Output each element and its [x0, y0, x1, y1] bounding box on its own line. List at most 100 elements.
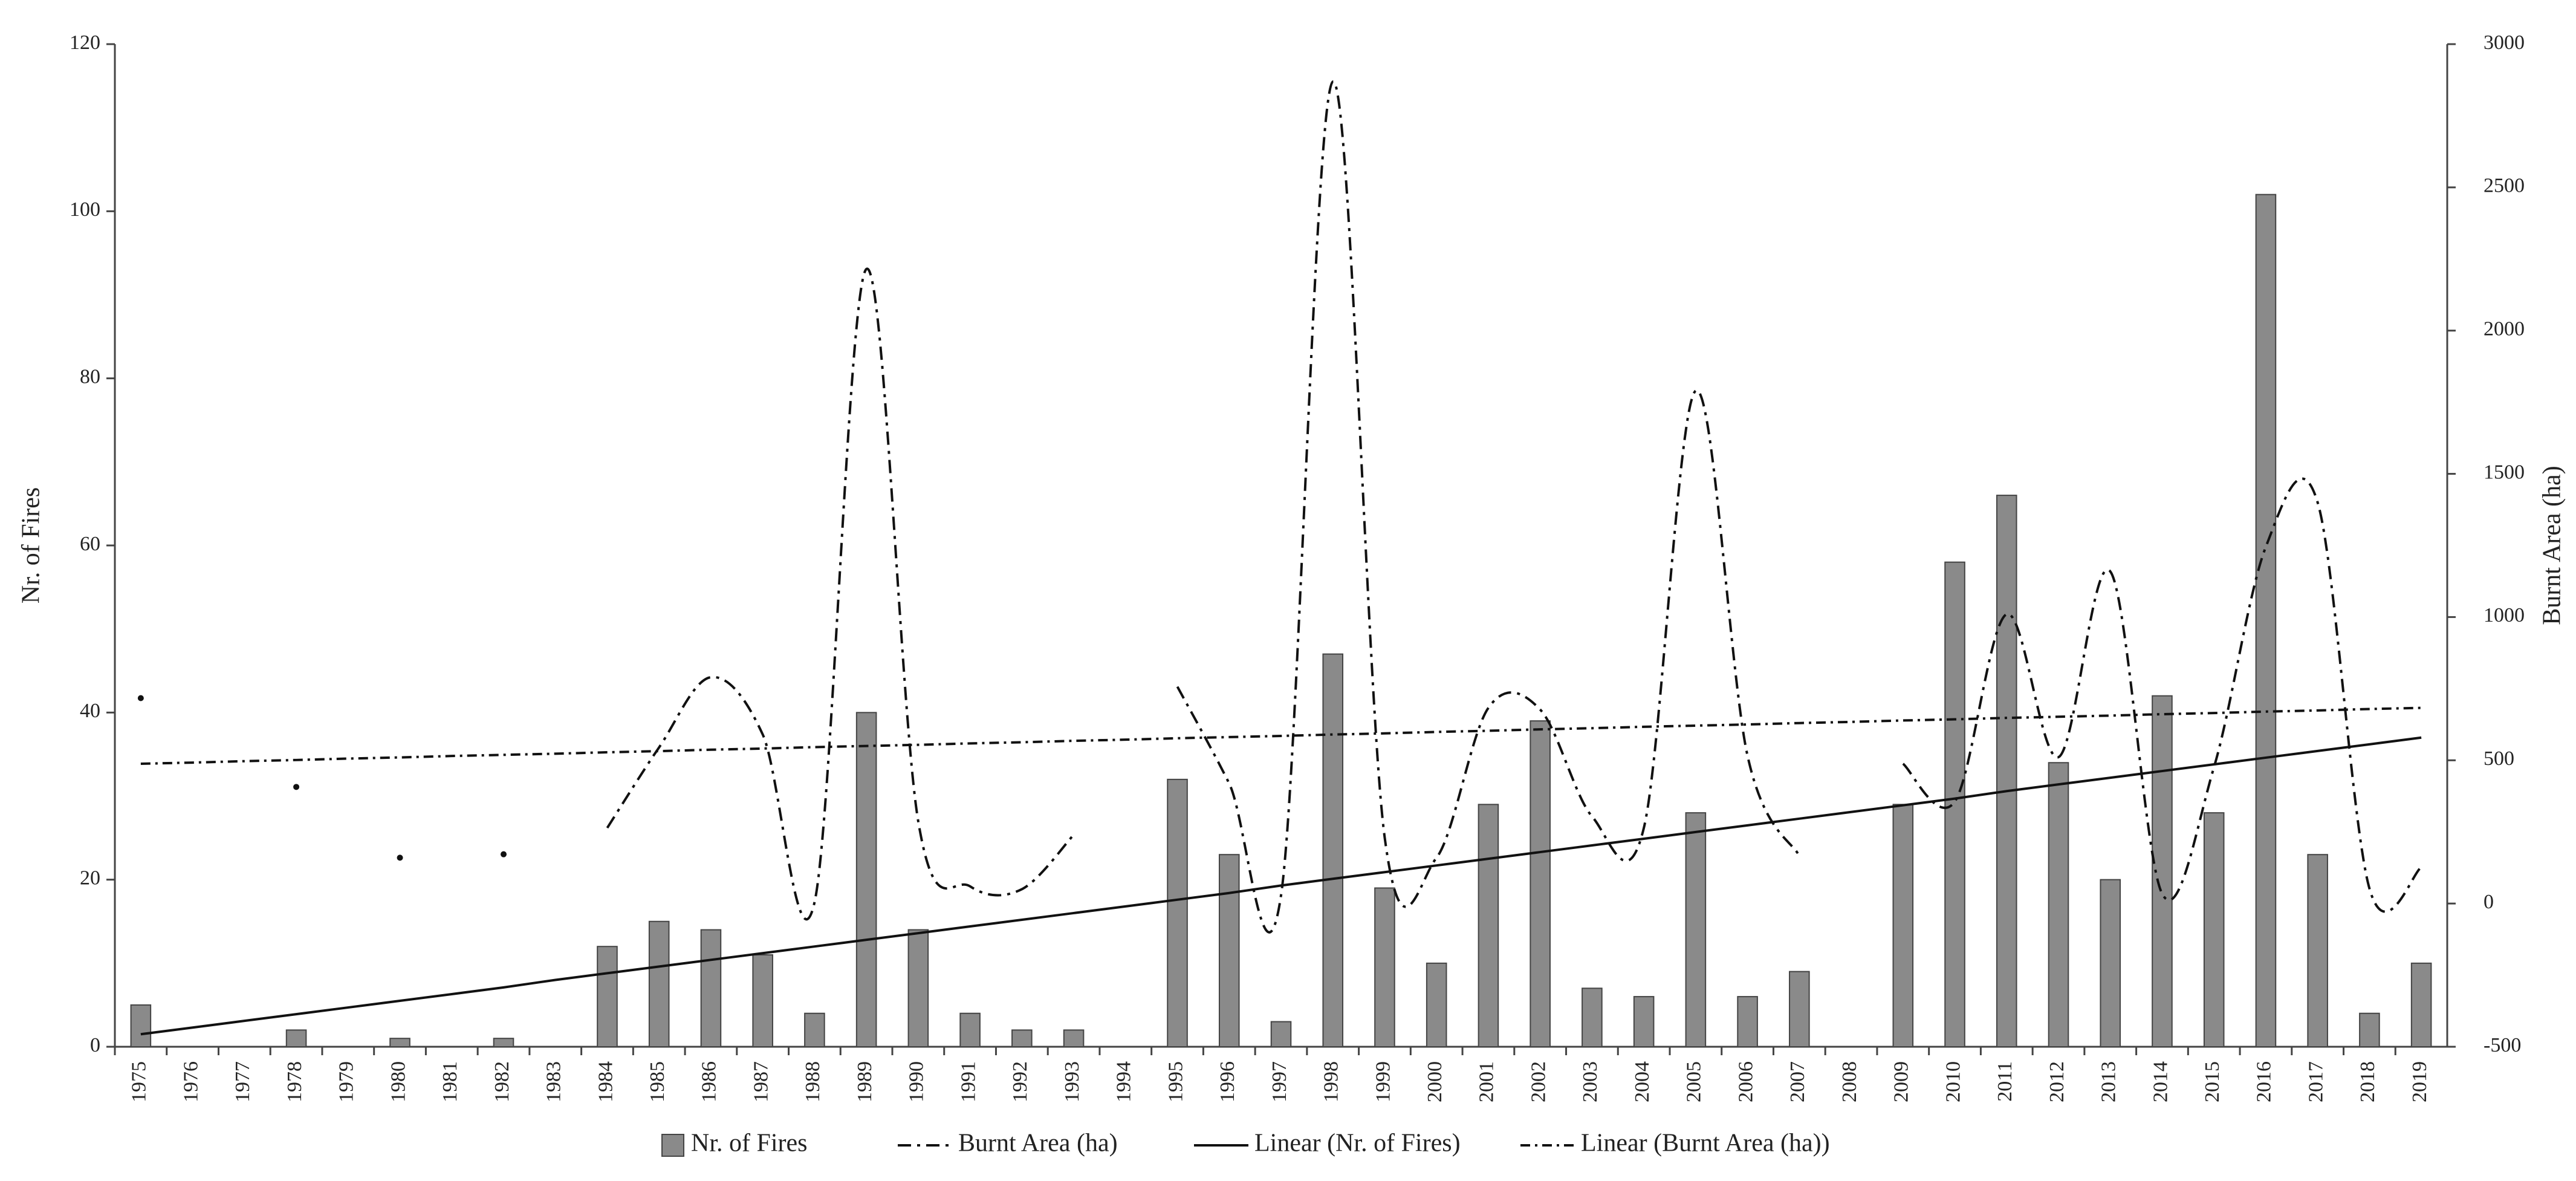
line — [1176, 80, 1801, 934]
bar — [2100, 879, 2121, 1047]
bar — [2255, 194, 2277, 1048]
line — [606, 267, 1075, 921]
bar — [1167, 778, 1188, 1048]
y2-tick-label: 1000 — [2484, 604, 2525, 626]
x-tick-label: 1981 — [439, 1061, 461, 1102]
bar — [959, 1012, 981, 1047]
x-tick-label: 1999 — [1372, 1061, 1394, 1102]
x-tick-label: 1986 — [698, 1061, 721, 1102]
x-tick-label: 2016 — [2253, 1061, 2276, 1102]
x-tick-label: 1993 — [1061, 1061, 1083, 1102]
y-tick-label: 120 — [70, 31, 100, 54]
y2-tick-label: -500 — [2484, 1034, 2521, 1056]
bar — [648, 920, 670, 1047]
x-tick-label: 1976 — [180, 1061, 202, 1102]
x-tick-label: 1987 — [750, 1061, 772, 1102]
x-tick-label: 1996 — [1216, 1061, 1239, 1102]
y-tick-label: 0 — [90, 1034, 100, 1056]
bar — [1685, 812, 1707, 1047]
bar — [1374, 887, 1395, 1047]
bar — [1478, 804, 1499, 1047]
x-tick-label: 2004 — [1631, 1061, 1653, 1102]
y2-tick-label: 500 — [2484, 747, 2514, 770]
x-tick-label: 2014 — [2149, 1061, 2172, 1102]
line — [140, 706, 2422, 765]
x-tick-label: 1980 — [387, 1061, 409, 1102]
x-tick-label: 1979 — [336, 1061, 358, 1102]
bar — [1737, 996, 1758, 1047]
x-tick-label: 2017 — [2305, 1061, 2327, 1102]
x-tick-label: 1988 — [802, 1061, 824, 1102]
x-tick-label: 1989 — [854, 1061, 876, 1102]
legend-text: Nr. of Fires — [691, 1130, 808, 1157]
legend-swatch — [661, 1134, 684, 1157]
x-tick-label: 2013 — [2098, 1061, 2120, 1102]
x-tick-label: 1982 — [491, 1061, 513, 1102]
y-tick-label: 40 — [80, 700, 100, 722]
x-tick-label: 2005 — [1683, 1061, 1705, 1102]
x-tick-label: 1978 — [284, 1061, 306, 1102]
x-tick-label: 1977 — [232, 1061, 254, 1102]
bar — [1322, 653, 1344, 1048]
line-point — [397, 854, 403, 861]
x-tick-label: 1983 — [543, 1061, 565, 1102]
line-point — [501, 851, 507, 857]
bar — [2307, 854, 2328, 1047]
y2-axis-title: Burnt Area (ha) — [2539, 466, 2566, 625]
x-tick-label: 2003 — [1579, 1061, 1601, 1102]
bar — [493, 1038, 514, 1048]
x-tick-label: 1997 — [1268, 1061, 1291, 1102]
y-tick-label: 20 — [80, 867, 100, 889]
y-tick-label: 60 — [80, 533, 100, 555]
bar — [1530, 720, 1551, 1047]
x-tick-label: 2002 — [1527, 1061, 1549, 1102]
x-tick-label: 2001 — [1476, 1061, 1498, 1102]
x-tick-label: 2009 — [1890, 1061, 1913, 1102]
x-tick-label: 1992 — [1009, 1061, 1031, 1102]
x-tick-label: 2008 — [1838, 1061, 1861, 1102]
x-tick-label: 2000 — [1424, 1061, 1446, 1102]
x-tick-label: 2006 — [1734, 1061, 1757, 1102]
x-tick-label: 1975 — [128, 1061, 151, 1102]
bar — [1633, 996, 1655, 1047]
bar — [1011, 1029, 1033, 1048]
line-point — [137, 695, 144, 701]
y2-tick-label: 1500 — [2484, 461, 2525, 483]
bar — [1218, 854, 1240, 1047]
bar — [1789, 971, 1810, 1048]
x-tick-label: 2015 — [2201, 1061, 2224, 1102]
y2-tick-label: 2500 — [2484, 175, 2525, 197]
y2-tick-label: 2000 — [2484, 318, 2525, 340]
bar — [285, 1029, 307, 1048]
bar — [855, 712, 877, 1048]
legend-text: Linear (Nr. of Fires) — [1254, 1130, 1461, 1157]
bar — [389, 1038, 410, 1048]
bar — [2203, 812, 2225, 1047]
x-tick-label: 2012 — [2046, 1061, 2068, 1102]
x-tick-label: 1998 — [1320, 1061, 1343, 1102]
x-tick-label: 2011 — [1994, 1061, 2016, 1102]
bar — [752, 954, 773, 1048]
y2-tick-label: 3000 — [2484, 31, 2525, 54]
bar — [804, 1012, 825, 1047]
y2-tick-label: 0 — [2484, 891, 2494, 913]
bar — [1944, 561, 1965, 1047]
x-tick-label: 2007 — [1786, 1061, 1809, 1102]
bar — [2359, 1012, 2380, 1047]
x-tick-label: 1990 — [906, 1061, 928, 1102]
y-axis-title: Nr. of Fires — [18, 487, 45, 604]
x-tick-label: 1985 — [646, 1061, 669, 1102]
x-tick-label: 1991 — [957, 1061, 979, 1102]
y-tick-label: 80 — [80, 365, 100, 388]
bar — [2048, 762, 2069, 1047]
legend-text: Burnt Area (ha) — [958, 1130, 1118, 1157]
y-tick-label: 100 — [70, 198, 100, 221]
bar — [597, 946, 618, 1047]
bar — [130, 1004, 152, 1047]
bar — [1996, 495, 2017, 1047]
bar — [1270, 1021, 1292, 1048]
x-tick-label: 1994 — [1113, 1061, 1135, 1102]
x-tick-label: 1995 — [1164, 1061, 1187, 1102]
line — [140, 736, 2422, 1036]
